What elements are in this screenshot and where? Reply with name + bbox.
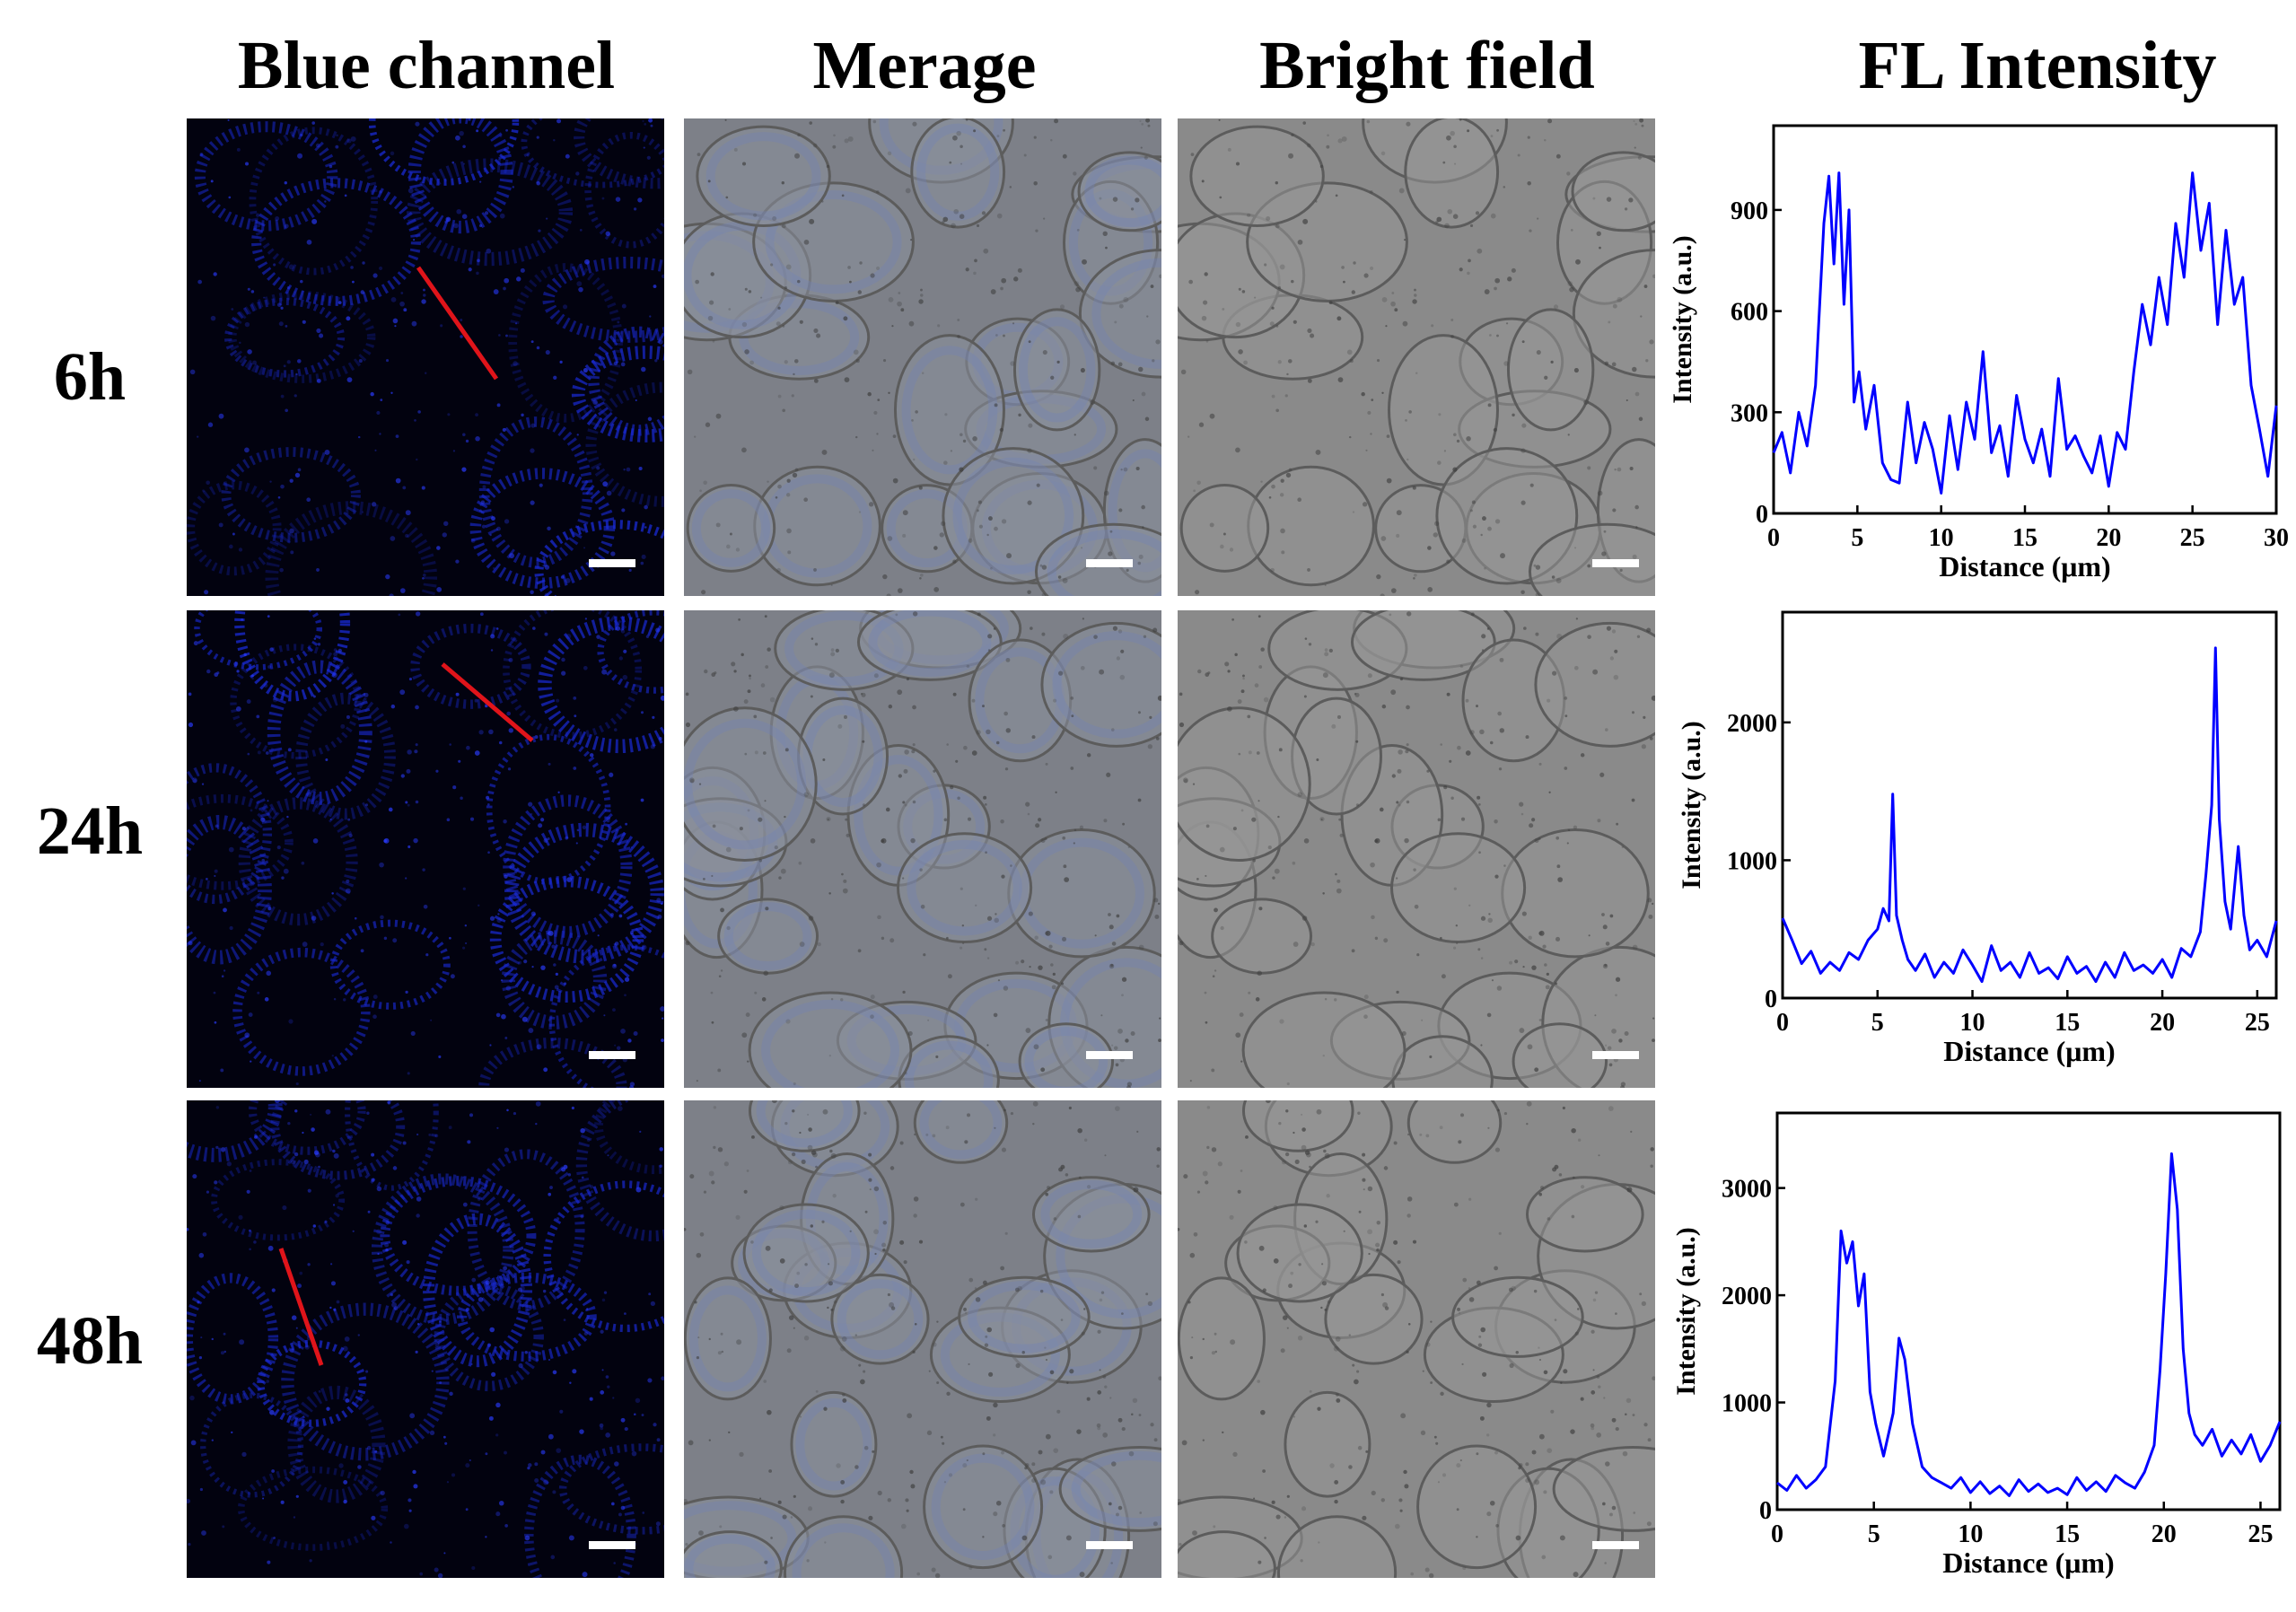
y-tick-label: 2000 (1722, 1283, 1772, 1310)
scale-bar (1086, 1051, 1133, 1059)
merge-panel-6h (684, 118, 1161, 596)
plot-frame (1772, 124, 2278, 515)
y-tick-label: 300 (1731, 399, 1768, 427)
scale-bar (1592, 1051, 1639, 1059)
x-tick-label: 5 (1871, 1009, 1884, 1037)
x-tick-label: 20 (2096, 524, 2121, 552)
scale-bar (1592, 559, 1639, 567)
y-tick-label: 1000 (1722, 1390, 1772, 1418)
x-tick-label: 15 (2055, 1520, 2080, 1548)
blue-panel-6h (187, 118, 664, 596)
y-tick-label: 0 (1759, 1497, 1772, 1525)
x-tick-label: 15 (2055, 1009, 2080, 1037)
x-tick-label: 30 (2264, 524, 2289, 552)
bright-panel-48h (1178, 1100, 1655, 1578)
scale-bar (1592, 1541, 1639, 1549)
fl-intensity-chart-48h: 0 5 10 15 20 25 0 1000 2000 3000 Distance (μm) Inte… (1671, 1111, 2282, 1579)
y-tick-label: 0 (1756, 501, 1768, 529)
y-tick-label: 1000 (1727, 847, 1777, 875)
scale-bar (1086, 559, 1133, 567)
x-tick-label: 0 (1767, 524, 1780, 552)
x-tick-label: 10 (1960, 1009, 1985, 1037)
column-title-blue-channel: Blue channel (237, 28, 616, 103)
x-tick-label: 25 (2180, 524, 2205, 552)
column-title-merge: Merage (812, 28, 1037, 103)
scale-bar (589, 1051, 635, 1059)
y-axis-label: Intensity (a.u.) (1668, 235, 1697, 404)
y-tick-label: 3000 (1722, 1176, 1772, 1204)
blue-panel-24h (187, 610, 664, 1088)
x-axis-label: Distance (μm) (1939, 550, 2110, 583)
line-profile-marker (278, 1248, 324, 1366)
y-tick-label: 0 (1765, 986, 1777, 1013)
x-tick-label: 25 (2245, 1009, 2270, 1037)
intensity-series-line (1772, 171, 2278, 495)
intensity-series-line (1776, 1152, 2282, 1497)
x-tick-label: 10 (1958, 1520, 1983, 1548)
line-profile-marker (441, 662, 534, 742)
bright-panel-24h (1178, 610, 1655, 1088)
row-label-24h: 24h (36, 793, 144, 869)
x-tick-label: 0 (1771, 1520, 1783, 1548)
y-axis-label: Intensity (a.u.) (1671, 1227, 1701, 1396)
bright-panel-6h (1178, 118, 1655, 596)
row-label-6h: 6h (53, 339, 127, 415)
merge-panel-24h (684, 610, 1161, 1088)
fl-intensity-chart-24h: 0 5 10 15 20 25 0 1000 2000 Distance (μm) Intensit… (1677, 610, 2278, 1067)
x-axis-label: Distance (μm) (1943, 1035, 2115, 1067)
x-tick-label: 10 (1929, 524, 1954, 552)
x-tick-label: 25 (2248, 1520, 2273, 1548)
blue-panel-48h (187, 1100, 664, 1578)
scale-bar (1086, 1541, 1133, 1549)
scale-bar (589, 559, 635, 567)
column-title-bright-field: Bright field (1259, 28, 1595, 103)
x-tick-label: 20 (2151, 1520, 2177, 1548)
scale-bar (589, 1541, 635, 1549)
plot-frame (1781, 610, 2278, 1000)
line-profile-marker (416, 266, 499, 381)
x-axis-label: Distance (μm) (1942, 1546, 2114, 1579)
intensity-series-line (1781, 646, 2278, 984)
x-tick-label: 15 (2012, 524, 2037, 552)
y-axis-label: Intensity (a.u.) (1677, 721, 1706, 889)
row-label-48h: 48h (36, 1303, 144, 1379)
x-tick-label: 5 (1851, 524, 1863, 552)
x-tick-label: 0 (1776, 1009, 1789, 1037)
merge-panel-48h (684, 1100, 1161, 1578)
y-tick-label: 2000 (1727, 710, 1777, 738)
x-tick-label: 20 (2150, 1009, 2175, 1037)
x-tick-label: 5 (1868, 1520, 1880, 1548)
plot-frame (1775, 1111, 2282, 1511)
column-title-fl-intensity: FL Intensity (1858, 28, 2217, 103)
y-tick-label: 900 (1731, 197, 1768, 225)
y-tick-label: 600 (1731, 299, 1768, 327)
